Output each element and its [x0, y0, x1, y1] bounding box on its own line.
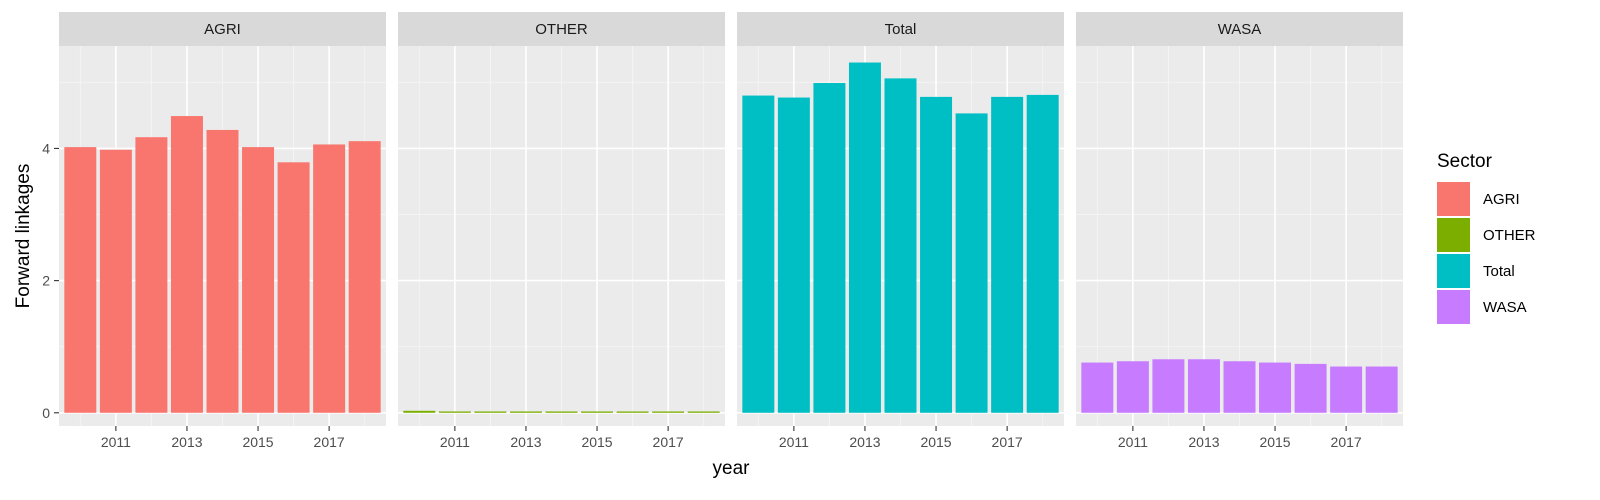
bar-total-2012 — [813, 83, 846, 413]
bar-total-2018 — [1026, 94, 1059, 413]
bar-other-2017 — [652, 411, 685, 413]
bar-agri-2017 — [313, 144, 346, 413]
bar-agri-2018 — [348, 141, 381, 413]
facet-panel-other: OTHER 2011 2013 2015 2017 — [398, 12, 725, 450]
legend-item-agri: AGRI — [1437, 182, 1520, 216]
bar-agri-2015 — [242, 147, 275, 413]
facet-panels: AGRI 2011 2013 2015 2017 OTHER 2011 2013 2015 201… — [59, 12, 1403, 450]
bar-wasa-2016 — [1294, 363, 1327, 413]
bar-total-2014 — [884, 78, 917, 413]
facet-strip — [59, 12, 386, 46]
legend-key — [1437, 218, 1470, 252]
x-tick-label: 2015 — [920, 434, 951, 450]
bar-total-2015 — [920, 96, 953, 413]
bar-total-2011 — [777, 97, 810, 413]
facet-panel-wasa: WASA 2011 2013 2015 2017 — [1076, 12, 1403, 450]
x-tick-label: 2015 — [242, 434, 273, 450]
facet-strip — [398, 12, 725, 46]
bar-wasa-2013 — [1187, 359, 1220, 413]
facet-strip — [1076, 12, 1403, 46]
bar-other-2014 — [545, 411, 578, 413]
legend-label: OTHER — [1483, 227, 1536, 244]
facet-strip-label: AGRI — [204, 21, 241, 38]
legend-key — [1437, 254, 1470, 288]
y-tick-label: 2 — [42, 273, 50, 289]
bar-agri-2011 — [99, 149, 132, 413]
bar-total-2017 — [991, 96, 1024, 413]
bar-wasa-2011 — [1116, 361, 1149, 413]
legend-label: WASA — [1483, 299, 1527, 316]
facet-strip-label: Total — [885, 21, 917, 38]
x-tick-label: 2015 — [1259, 434, 1290, 450]
x-tick-label: 2011 — [440, 434, 470, 450]
facet-panel-total: Total 2011 2013 2015 2017 — [737, 12, 1064, 450]
bar-other-2016 — [616, 411, 649, 413]
x-tick-label: 2017 — [653, 434, 684, 450]
bar-total-2016 — [955, 113, 988, 413]
bar-agri-2016 — [277, 162, 310, 413]
legend-label: Total — [1483, 263, 1515, 280]
x-tick-label: 2017 — [1331, 434, 1362, 450]
bar-wasa-2017 — [1330, 366, 1363, 413]
legend-key — [1437, 182, 1470, 216]
y-axis-title: Forward linkages — [13, 164, 34, 309]
legend-key — [1437, 290, 1470, 324]
bar-total-2013 — [848, 62, 881, 413]
bar-other-2012 — [474, 411, 507, 413]
facet-panel-agri: AGRI 2011 2013 2015 2017 — [59, 12, 386, 450]
x-tick-label: 2013 — [1188, 434, 1219, 450]
bar-agri-2013 — [170, 116, 203, 413]
bar-other-2015 — [581, 411, 614, 413]
bar-agri-2014 — [206, 129, 239, 413]
x-tick-label: 2013 — [849, 434, 880, 450]
x-tick-label: 2017 — [314, 434, 345, 450]
bar-wasa-2015 — [1259, 362, 1292, 413]
bar-other-2013 — [509, 411, 542, 413]
legend-item-wasa: WASA — [1437, 290, 1527, 324]
x-tick-label: 2011 — [1118, 434, 1148, 450]
x-tick-label: 2015 — [581, 434, 612, 450]
facet-strip — [737, 12, 1064, 46]
facet-strip-label: OTHER — [535, 21, 588, 38]
bar-wasa-2010 — [1081, 362, 1114, 413]
bar-other-2010 — [403, 410, 436, 413]
x-tick-label: 2013 — [171, 434, 202, 450]
legend: Sector AGRI OTHER Total WASA — [1437, 151, 1536, 324]
legend-item-total: Total — [1437, 254, 1515, 288]
legend-item-other: OTHER — [1437, 218, 1536, 252]
x-tick-label: 2011 — [101, 434, 131, 450]
x-tick-label: 2013 — [510, 434, 541, 450]
legend-label: AGRI — [1483, 191, 1520, 208]
x-tick-label: 2017 — [992, 434, 1023, 450]
y-axis: 0 2 4 — [42, 140, 59, 421]
bar-other-2018 — [687, 411, 720, 413]
legend-title: Sector — [1437, 151, 1493, 172]
bar-agri-2012 — [135, 137, 168, 413]
bar-wasa-2018 — [1365, 366, 1398, 413]
bar-other-2011 — [438, 411, 471, 413]
y-tick-label: 0 — [42, 405, 50, 421]
bar-agri-2010 — [64, 147, 97, 413]
x-axis-title: year — [713, 458, 751, 479]
bar-wasa-2014 — [1223, 361, 1256, 413]
bar-wasa-2012 — [1152, 359, 1185, 413]
x-tick-label: 2011 — [779, 434, 809, 450]
facet-strip-label: WASA — [1218, 21, 1262, 38]
bar-total-2010 — [742, 95, 775, 413]
y-tick-label: 4 — [42, 140, 50, 156]
